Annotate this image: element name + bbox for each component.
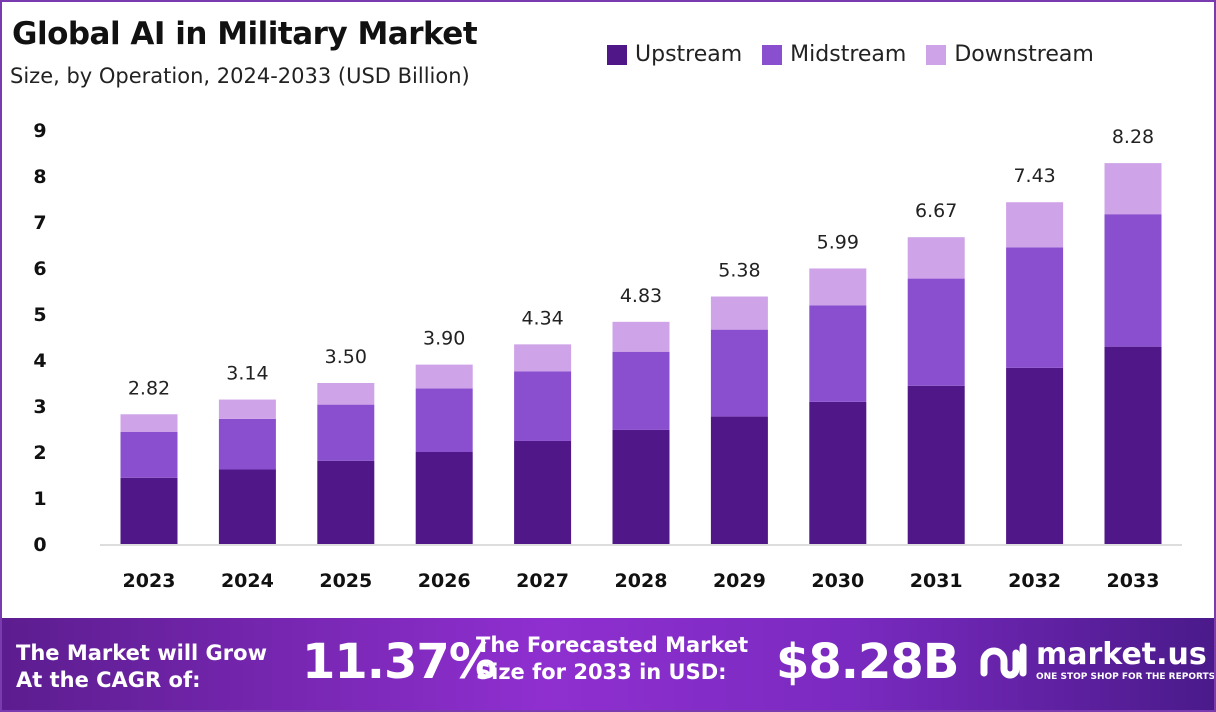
chart-title: Global AI in Military Market (12, 16, 478, 52)
bar-segment-upstream (907, 385, 965, 544)
cagr-label-line: At the CAGR of: (16, 668, 201, 692)
bar-segment-downstream (415, 364, 473, 389)
bar-segment-midstream (907, 278, 965, 386)
x-tick-label: 2028 (615, 570, 668, 592)
data-label: 4.34 (521, 307, 563, 329)
data-label: 5.99 (817, 231, 859, 253)
data-label: 7.43 (1013, 165, 1055, 187)
bar-segment-downstream (218, 399, 276, 419)
bar-segment-upstream (1006, 367, 1064, 544)
data-label: 3.14 (226, 363, 268, 385)
bar-segment-upstream (809, 401, 867, 544)
bar-segment-upstream (218, 469, 276, 544)
y-tick-label: 6 (33, 258, 46, 280)
y-tick-label: 4 (33, 350, 46, 372)
bar-segment-midstream (612, 351, 670, 430)
bar-segment-midstream (120, 431, 178, 478)
bar-segment-midstream (1104, 214, 1162, 347)
bar-segment-downstream (514, 344, 572, 372)
data-label: 3.90 (423, 328, 465, 350)
bar-segment-downstream (907, 237, 965, 279)
data-label: 4.83 (620, 285, 662, 307)
y-tick-label: 7 (33, 212, 46, 234)
x-tick-label: 2027 (516, 570, 569, 592)
data-label: 8.28 (1112, 126, 1154, 148)
forecast-label-line: The Forecasted Market (476, 633, 749, 657)
x-tick-label: 2023 (123, 570, 176, 592)
bar-segment-upstream (514, 440, 572, 544)
data-label: 2.82 (128, 377, 170, 399)
cagr-label: The Market will Grow At the CAGR of: (16, 640, 267, 694)
brand-name: market.us (1036, 637, 1207, 672)
legend-swatch (607, 44, 627, 65)
x-tick-label: 2024 (221, 570, 274, 592)
x-tick-label: 2030 (811, 570, 864, 592)
bar-segment-downstream (120, 414, 178, 432)
bar-segment-midstream (1006, 247, 1064, 368)
legend: Upstream Midstream Downstream (607, 42, 1094, 67)
brand-logo: market.us ONE STOP SHOP FOR THE REPORTS (978, 638, 1215, 683)
y-tick-label: 1 (33, 488, 46, 510)
x-tick-label: 2032 (1008, 570, 1061, 592)
bar-segment-upstream (415, 452, 473, 544)
bar-segment-downstream (612, 321, 670, 352)
forecast-value: $8.28B (776, 634, 959, 690)
x-tick-label: 2033 (1107, 570, 1160, 592)
x-tick-label: 2026 (418, 570, 471, 592)
legend-swatch (926, 44, 947, 65)
legend-label: Midstream (790, 42, 907, 67)
bar-segment-midstream (514, 371, 572, 441)
y-tick-label: 3 (33, 396, 46, 418)
legend-label: Downstream (954, 42, 1094, 67)
cagr-value: 11.37% (302, 634, 497, 690)
data-label: 3.50 (325, 346, 367, 368)
footer-banner: The Market will Grow At the CAGR of: 11.3… (0, 618, 1216, 712)
x-tick-label: 2025 (319, 570, 372, 592)
data-label: 5.38 (718, 260, 760, 282)
bar-segment-midstream (415, 388, 473, 452)
brand-tagline: ONE STOP SHOP FOR THE REPORTS (1036, 672, 1216, 682)
bar-segment-downstream (809, 268, 867, 306)
forecast-label: The Forecasted Market Size for 2033 in US… (476, 632, 748, 686)
legend-label: Upstream (635, 42, 743, 67)
legend-item-downstream: Downstream (926, 42, 1094, 67)
y-tick-label: 0 (33, 534, 46, 556)
x-tick-label: 2031 (910, 570, 963, 592)
x-tick-label: 2029 (713, 570, 766, 592)
bar-segment-midstream (710, 329, 768, 417)
data-label: 6.67 (915, 200, 957, 222)
bar-segment-upstream (120, 477, 178, 544)
y-tick-label: 9 (33, 120, 46, 142)
bar-segment-midstream (317, 404, 375, 461)
bar-segment-upstream (710, 416, 768, 544)
bar-chart: 0 1 2 3 4 5 6 7 8 9 2.82 2023 3.14 2024 3.50 2025 3.90 20… (33, 120, 1182, 592)
bar-segment-downstream (317, 383, 375, 405)
legend-swatch (762, 44, 783, 65)
bar-segment-upstream (1104, 346, 1162, 544)
y-tick-label: 2 (33, 442, 46, 464)
bar-segment-downstream (1104, 163, 1162, 215)
market-us-logo-icon (980, 643, 1027, 678)
chart-subtitle: Size, by Operation, 2024-2033 (USD Billi… (10, 64, 470, 88)
forecast-label-line: Size for 2033 in USD: (476, 660, 727, 684)
bar-segment-midstream (218, 418, 276, 470)
bar-segment-upstream (612, 429, 670, 544)
cagr-label-line: The Market will Grow (16, 641, 267, 665)
bar-segment-upstream (317, 460, 375, 544)
bar-segment-downstream (710, 296, 768, 330)
y-tick-label: 8 (33, 166, 46, 188)
bar-segment-midstream (809, 305, 867, 402)
y-tick-label: 5 (33, 304, 46, 326)
legend-item-upstream: Upstream (607, 42, 742, 67)
bar-segment-downstream (1006, 202, 1064, 248)
legend-item-midstream: Midstream (762, 42, 906, 67)
